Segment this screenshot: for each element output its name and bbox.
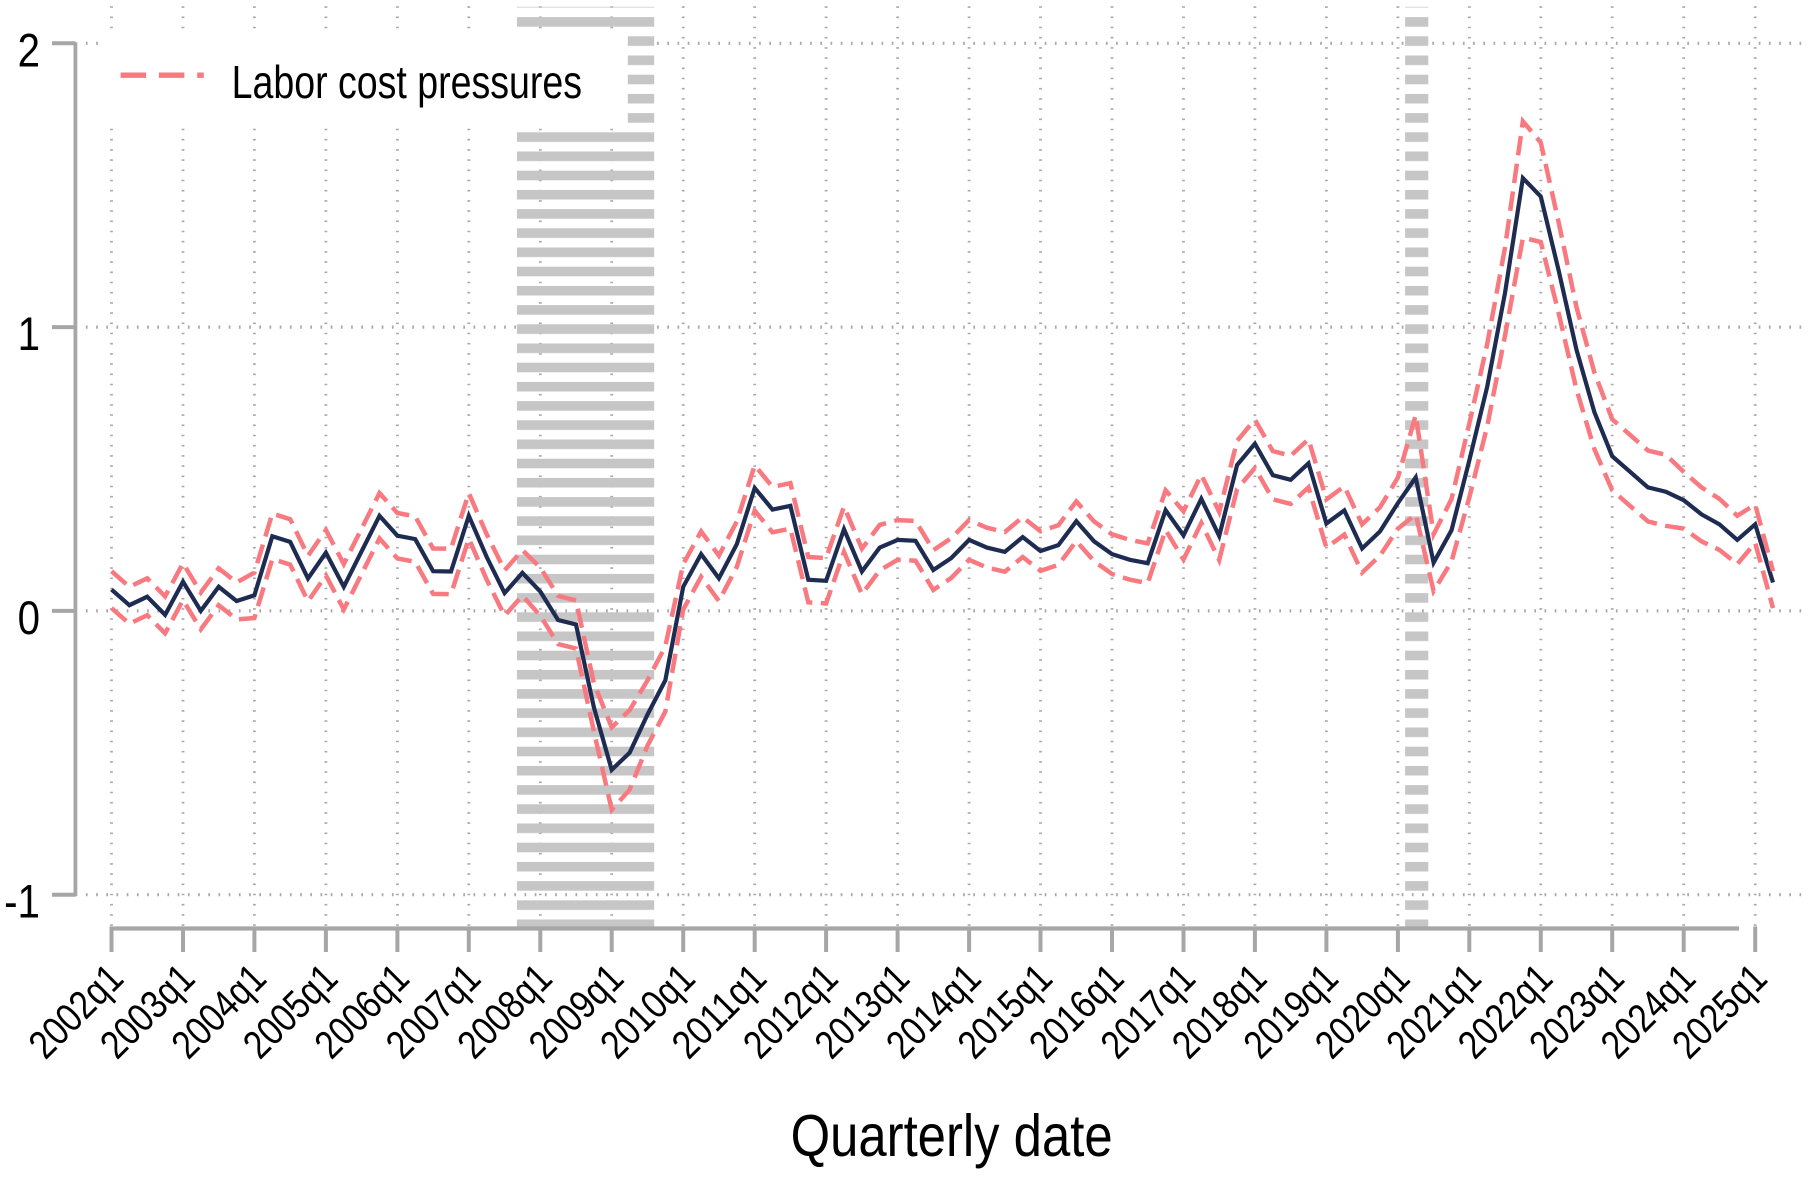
svg-text:2: 2 <box>18 24 40 77</box>
svg-text:1: 1 <box>18 308 40 361</box>
svg-text:0: 0 <box>18 592 40 645</box>
svg-text:-1: -1 <box>4 876 40 929</box>
svg-text:Quarterly date: Quarterly date <box>791 1103 1113 1169</box>
svg-text:Labor cost pressures: Labor cost pressures <box>232 56 582 108</box>
